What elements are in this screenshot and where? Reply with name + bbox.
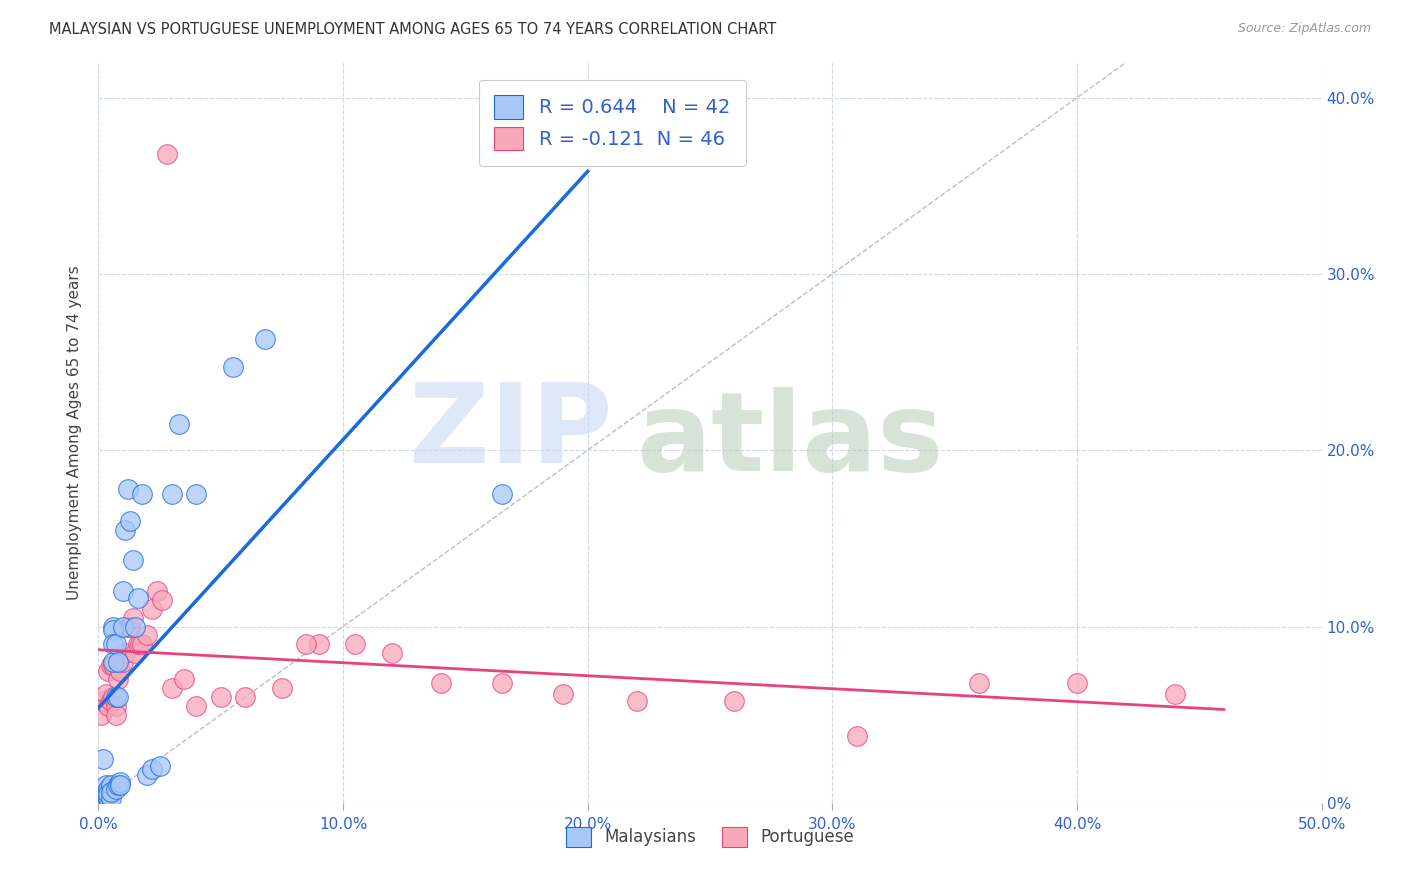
Point [90,707,112,722]
Point [100,778,122,792]
Point [97,698,120,713]
Point [1066,676,1088,690]
Point [160,681,183,696]
Point [111,584,134,599]
Point [111,655,134,669]
Point [295,637,318,651]
Text: atlas: atlas [637,386,943,493]
Point [110,778,132,792]
Point [97,787,120,801]
Point [430,676,453,690]
Point [97,790,120,805]
Point [120,514,142,528]
Point [186,698,208,713]
Point [124,619,146,633]
Point [114,523,136,537]
Point [491,676,513,690]
Point [107,690,129,704]
Point [253,332,276,346]
Point [117,619,139,633]
Point [101,619,124,633]
Point [120,619,142,633]
Point [491,487,513,501]
Point [381,646,404,660]
Point [146,584,169,599]
Point [104,698,127,713]
Point [136,628,159,642]
Text: ZIP: ZIP [409,379,612,486]
Point [173,673,195,687]
Point [107,778,129,792]
Point [101,658,124,673]
Point [101,655,124,669]
Point [344,637,367,651]
Point [845,729,868,743]
Point [94,778,117,792]
Point [104,781,127,796]
Legend: Malaysians, Portuguese: Malaysians, Portuguese [560,820,860,854]
Point [90,790,112,805]
Point [94,787,117,801]
Text: MALAYSIAN VS PORTUGUESE UNEMPLOYMENT AMONG AGES 65 TO 74 YEARS CORRELATION CHART: MALAYSIAN VS PORTUGUESE UNEMPLOYMENT AMO… [49,22,776,37]
Point [131,637,153,651]
Point [110,664,132,678]
Y-axis label: Unemployment Among Ages 65 to 74 years: Unemployment Among Ages 65 to 74 years [67,265,83,600]
Point [967,676,990,690]
Point [117,482,139,496]
Point [91,787,114,801]
Point [129,637,152,651]
Point [100,658,122,673]
Point [107,655,129,669]
Point [110,774,132,789]
Point [167,417,190,431]
Point [209,690,232,704]
Point [97,781,120,796]
Point [121,552,143,566]
Text: Source: ZipAtlas.com: Source: ZipAtlas.com [1237,22,1371,36]
Point [131,487,153,501]
Point [111,619,134,633]
Point [186,487,208,501]
Point [150,593,173,607]
Point [107,673,129,687]
Point [100,790,122,805]
Point [141,762,163,776]
Point [270,681,294,696]
Point [91,752,114,766]
Point [104,707,127,722]
Point [94,787,117,801]
Point [233,690,256,704]
Point [308,637,330,651]
Point [160,487,183,501]
Point [121,610,143,624]
Point [222,360,245,375]
Point [149,758,172,772]
Point [104,637,127,651]
Point [101,690,124,704]
Point [101,623,124,637]
Point [124,646,146,660]
Point [156,147,179,161]
Point [97,664,120,678]
Point [127,637,149,651]
Point [94,686,117,700]
Point [127,591,149,606]
Point [101,637,124,651]
Point [104,690,127,704]
Point [626,693,648,707]
Point [553,686,575,700]
Point [100,785,122,799]
Point [141,602,163,616]
Point [100,693,122,707]
Point [1164,686,1187,700]
Point [723,693,745,707]
Point [136,767,159,781]
Point [91,693,114,707]
Point [114,646,136,660]
